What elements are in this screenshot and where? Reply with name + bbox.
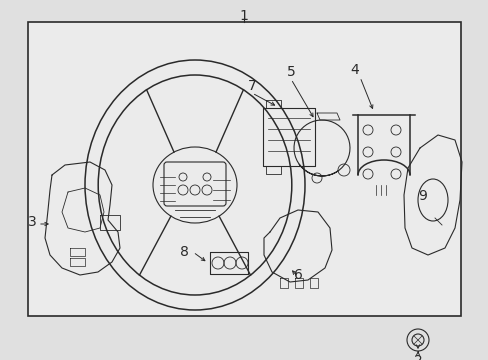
- Text: 6: 6: [293, 268, 302, 282]
- Text: 2: 2: [413, 354, 422, 360]
- Text: 8: 8: [179, 245, 188, 259]
- Text: 4: 4: [350, 63, 359, 77]
- Text: 7: 7: [247, 79, 256, 93]
- Text: 5: 5: [286, 65, 295, 79]
- Text: 3: 3: [28, 215, 37, 229]
- Bar: [28, 22, 460, 316]
- Text: 9: 9: [417, 189, 426, 203]
- Text: 1: 1: [239, 9, 248, 23]
